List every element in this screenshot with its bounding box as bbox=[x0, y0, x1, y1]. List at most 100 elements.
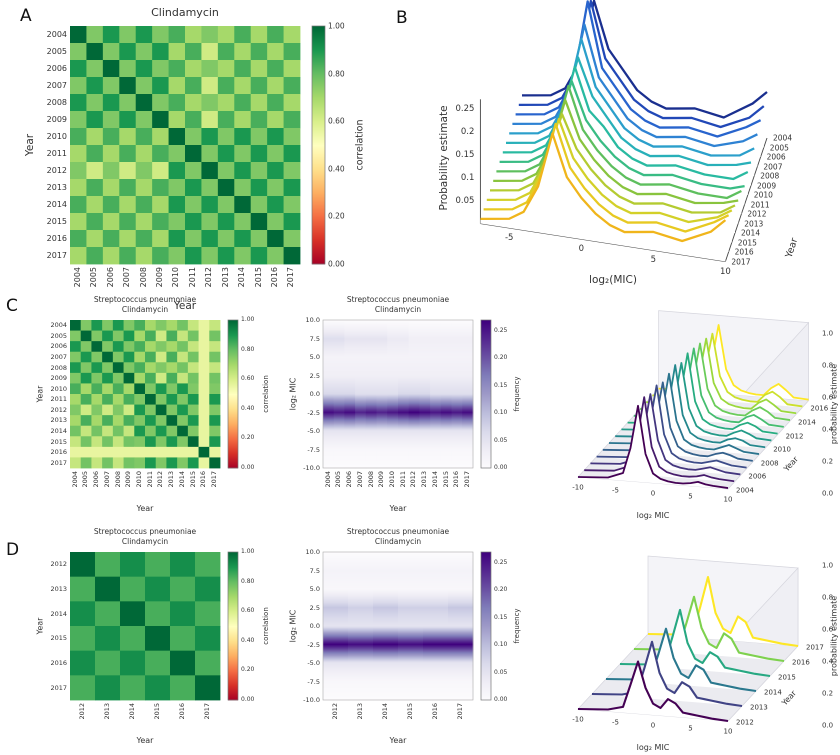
density-c-xlabel: Year bbox=[389, 504, 407, 513]
colorbar-tick-label: 0.20 bbox=[494, 586, 508, 594]
heatmap-a-ylabel: Year bbox=[24, 133, 36, 157]
x-tick-label: 2016 bbox=[430, 703, 439, 720]
density-c-title-line1: Streptococcus pneumoniae bbox=[346, 295, 450, 304]
x-tick-label: 2014 bbox=[127, 703, 136, 720]
year-tick-label: 2017 bbox=[806, 643, 824, 652]
year-tick-label: 2004 bbox=[736, 486, 754, 495]
y-tick-label: 2006 bbox=[50, 342, 67, 351]
colorbar-tick-label: 0.60 bbox=[241, 607, 255, 615]
colorbar-tick-label: 0.00 bbox=[494, 464, 508, 471]
y-tick-label: 10.0 bbox=[305, 315, 320, 324]
year-tick-label: 2012 bbox=[747, 209, 767, 219]
year-tick-label: 2015 bbox=[778, 673, 796, 682]
density-d-title-line2: Clindamycin bbox=[374, 537, 422, 546]
year-tick-label: 2010 bbox=[773, 445, 792, 454]
y-tick-label: 2015 bbox=[50, 634, 67, 643]
waterfall-b-zlabel: Probability estimate bbox=[438, 105, 450, 211]
y-tick-label: 5.0 bbox=[309, 584, 320, 593]
x-tick-label: 2015 bbox=[441, 471, 450, 488]
year-tick-label: 2013 bbox=[750, 703, 768, 712]
y-tick-label: -2.5 bbox=[307, 640, 320, 649]
z-tick-label: 0.25 bbox=[455, 103, 475, 114]
y-tick-label: 2005 bbox=[50, 331, 67, 340]
x-tick-label: 2017 bbox=[463, 471, 472, 488]
x-tick-label: 2006 bbox=[105, 267, 115, 288]
x-tick-label: 2004 bbox=[70, 471, 79, 488]
y-tick-label: 2015 bbox=[50, 437, 67, 446]
year-tick-label: 2005 bbox=[769, 142, 789, 152]
density-d-ylabel: log₂ MIC bbox=[288, 609, 298, 643]
colorbar-tick-label: 0.40 bbox=[241, 404, 255, 412]
heatmap-d-title-line1: Streptococcus pneumoniae bbox=[93, 527, 197, 536]
year-tick-label: 2012 bbox=[785, 432, 804, 441]
year-tick-label: 2010 bbox=[753, 190, 773, 200]
x-tick-label: 2017 bbox=[455, 703, 464, 720]
colorbar-tick-label: 0.15 bbox=[494, 381, 508, 389]
y-tick-label: 2015 bbox=[46, 216, 67, 226]
z-tick-label: 0.6 bbox=[822, 393, 834, 402]
ridge3d-d-canvas bbox=[533, 524, 840, 755]
colorbar-tick-label: 0.20 bbox=[328, 211, 345, 221]
x-tick-label: 2016 bbox=[177, 703, 186, 720]
heatmap-c-title-line1: Streptococcus pneumoniae bbox=[93, 295, 197, 304]
x-tick-label: 2005 bbox=[334, 471, 343, 488]
density-d-colorbar-label: frequency bbox=[513, 608, 521, 644]
x-tick-label: 2015 bbox=[152, 703, 161, 720]
y-tick-label: 2016 bbox=[50, 658, 67, 667]
colorbar-tick-label: 0.80 bbox=[328, 68, 345, 78]
year-tick-label: 2006 bbox=[766, 152, 786, 162]
z-tick-label: 0.2 bbox=[460, 126, 475, 137]
y-tick-label: 0.0 bbox=[309, 389, 320, 398]
y-tick-label: 7.5 bbox=[309, 566, 320, 575]
x-tick-label: 2013 bbox=[102, 703, 111, 720]
heatmap-d-title-line2: Clindamycin bbox=[121, 537, 169, 546]
x-tick-label: 2009 bbox=[154, 267, 164, 288]
year-tick-label: 2006 bbox=[748, 472, 767, 481]
x-tick-label: 2013 bbox=[220, 267, 230, 288]
year-tick-label: 2008 bbox=[760, 459, 779, 468]
z-tick-label: 0.1 bbox=[460, 172, 475, 183]
x-tick-label: 2005 bbox=[81, 471, 90, 488]
density-d-xlabel: Year bbox=[389, 736, 407, 745]
y-tick-label: 2007 bbox=[46, 80, 67, 90]
x-tick-label: 2006 bbox=[345, 471, 354, 488]
x-tick-label: 2014 bbox=[380, 703, 389, 720]
ridge3d-d-xlabel: log₂ MIC bbox=[636, 743, 670, 752]
x-tick-label: 2011 bbox=[145, 471, 154, 488]
year-tick-label: 2009 bbox=[757, 180, 777, 190]
x-tick-label: 2007 bbox=[122, 267, 132, 288]
year-tick-label: 2016 bbox=[792, 658, 810, 667]
y-tick-label: 7.5 bbox=[309, 334, 320, 343]
colorbar-tick-label: 0.25 bbox=[494, 326, 508, 334]
x-tick-label: 2010 bbox=[171, 267, 181, 288]
panel-label-a: A bbox=[20, 6, 32, 26]
colorbar-tick-label: 1.00 bbox=[328, 21, 345, 31]
x-tick-label: 10 bbox=[719, 266, 731, 277]
colorbar-tick-label: 1.00 bbox=[241, 316, 255, 323]
y-tick-label: 2011 bbox=[50, 395, 67, 404]
x-tick-label: 2014 bbox=[237, 267, 247, 288]
y-tick-label: 2010 bbox=[50, 384, 67, 393]
heatmap-c-title-line2: Clindamycin bbox=[121, 305, 169, 314]
correlation-heatmap-c-canvas bbox=[28, 292, 283, 525]
year-tick-label: 2008 bbox=[760, 171, 780, 181]
waterfall-b-canvas bbox=[388, 0, 840, 290]
heatmap-c-colorbar-label: correlation bbox=[262, 375, 270, 413]
panel-label-c: C bbox=[6, 296, 18, 316]
x-tick-label: 2017 bbox=[202, 703, 211, 720]
y-tick-label: 2013 bbox=[46, 182, 67, 192]
year-tick-label: 2007 bbox=[763, 161, 783, 171]
y-tick-label: 2016 bbox=[50, 447, 67, 456]
x-tick-label: 2012 bbox=[330, 703, 339, 720]
panel-label-d: D bbox=[6, 540, 20, 560]
correlation-heatmap-a-canvas bbox=[18, 4, 386, 320]
colorbar-tick-label: 0.40 bbox=[328, 164, 345, 174]
density-d-canvas bbox=[283, 524, 523, 755]
year-tick-label: 2016 bbox=[734, 247, 754, 257]
year-tick-label: 2012 bbox=[736, 718, 754, 727]
colorbar-tick-label: 0.00 bbox=[241, 464, 255, 471]
year-tick-label: 2004 bbox=[773, 133, 793, 143]
x-tick-label: 2015 bbox=[405, 703, 414, 720]
y-tick-label: 2010 bbox=[46, 131, 67, 141]
